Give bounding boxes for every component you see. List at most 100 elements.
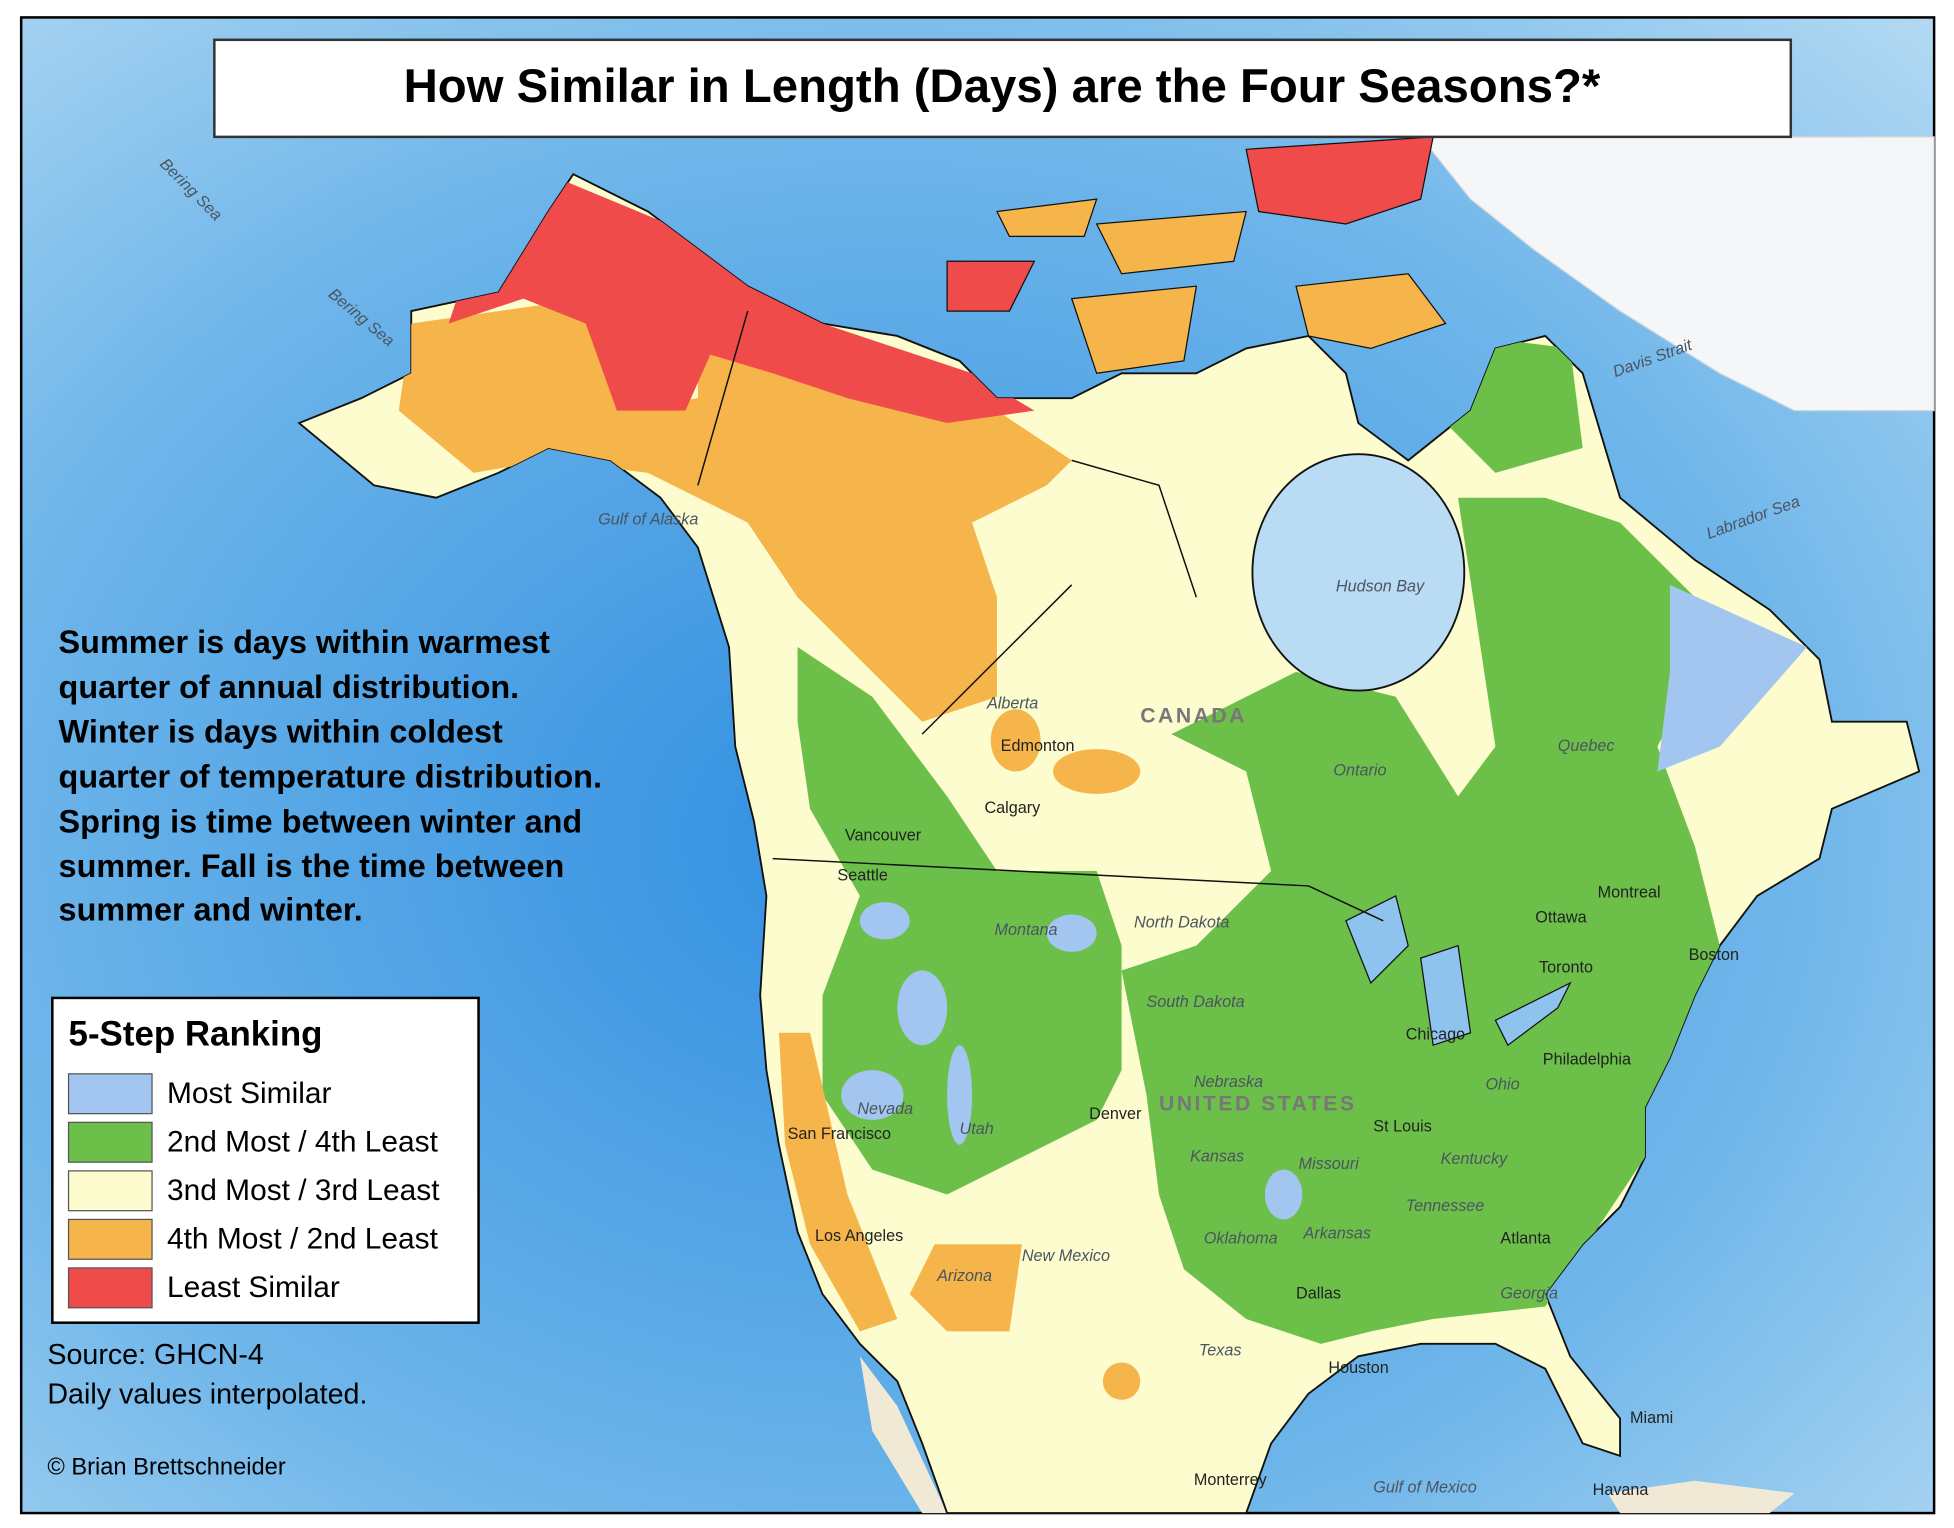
region [990, 709, 1041, 772]
legend-swatch [67, 1267, 153, 1309]
region [859, 902, 910, 940]
region [909, 1244, 1022, 1332]
title-box [213, 38, 1793, 139]
legend-swatch [67, 1170, 153, 1212]
source-line: Source: GHCN-4 [47, 1339, 264, 1371]
map-label: Calgary [984, 799, 1041, 817]
description-line: quarter of annual distribution. [59, 669, 520, 705]
ranking-regions [398, 174, 1807, 1400]
cuba [1607, 1480, 1795, 1514]
map-label: Georgia [1500, 1284, 1558, 1302]
region [947, 1045, 973, 1145]
map-label: San Francisco [788, 1125, 891, 1143]
map-label: Vancouver [845, 826, 922, 844]
credit: © Brian Brettschneider [47, 1455, 285, 1481]
legend-swatch [67, 1121, 153, 1163]
legend: 5-Step Ranking Most Similar 2nd Most / 4t… [51, 996, 480, 1324]
map-label: North Dakota [1134, 914, 1229, 932]
map-label: Dallas [1296, 1284, 1341, 1302]
baja [859, 1356, 948, 1514]
map-label: Texas [1199, 1342, 1242, 1360]
map-label: Gulf of Alaska [598, 510, 698, 528]
map-label: Philadelphia [1543, 1050, 1631, 1068]
map-label: Tennessee [1406, 1197, 1485, 1215]
map-label: Nevada [857, 1100, 913, 1118]
map-label: Quebec [1558, 737, 1615, 755]
map-label: Nebraska [1194, 1073, 1263, 1091]
map-label: Houston [1328, 1359, 1388, 1377]
map-label: Hudson Bay [1336, 578, 1425, 596]
hudson-bay [1251, 453, 1466, 692]
region [1657, 584, 1807, 772]
map-label: Toronto [1539, 958, 1593, 976]
region [797, 647, 1122, 1195]
description: Summer is days within warmest quarter of… [59, 624, 602, 927]
map-label: Ottawa [1535, 909, 1586, 927]
map-label: St Louis [1373, 1118, 1431, 1136]
map-label: CANADA [1140, 704, 1247, 727]
region [1053, 749, 1141, 794]
island [1070, 285, 1198, 374]
legend-label: 4th Most / 2nd Least [167, 1222, 439, 1255]
island [1295, 273, 1447, 350]
description-line: Spring is time between winter and [59, 803, 583, 839]
region [1046, 914, 1097, 952]
map-label: Kansas [1190, 1147, 1244, 1165]
legend-swatch [67, 1218, 153, 1260]
greenland [1419, 136, 1935, 412]
map-label: South Dakota [1147, 993, 1245, 1011]
island [1245, 136, 1434, 225]
map-label: Los Angeles [815, 1227, 903, 1245]
map-label: Seattle [837, 866, 887, 884]
map-label: Kentucky [1441, 1150, 1508, 1168]
description-line: quarter of temperature distribution. [59, 758, 602, 794]
map-label: Ohio [1485, 1075, 1519, 1093]
description-line: summer. Fall is the time between [59, 848, 565, 884]
region [1121, 497, 1720, 1344]
great-lakes [1345, 894, 1572, 1047]
island [996, 198, 1098, 238]
region [1102, 1362, 1141, 1400]
source: Source: GHCN-4 Daily values interpolated… [47, 1339, 367, 1481]
map-label: Ontario [1333, 762, 1386, 780]
map-label: New Mexico [1022, 1247, 1110, 1265]
map-label: Arkansas [1303, 1225, 1371, 1243]
description-line: Winter is days within coldest [59, 714, 503, 750]
legend-label: Most Similar [167, 1077, 332, 1110]
border [697, 310, 1384, 922]
map-label: Monterrey [1194, 1471, 1268, 1489]
legend-swatch [67, 1073, 153, 1115]
region [778, 1032, 898, 1332]
region [448, 174, 1035, 424]
map-label: Montreal [1598, 884, 1661, 902]
map-layer: Bering Sea Bering Sea Gulf of Alaska Hud… [19, 16, 1936, 1515]
map-label: Gulf of Mexico [1373, 1478, 1476, 1496]
region [1264, 1169, 1303, 1220]
map-label: Havana [1593, 1481, 1649, 1499]
map-label: Oklahoma [1204, 1230, 1278, 1248]
map-label: Missouri [1299, 1155, 1360, 1173]
source-line: Daily values interpolated. [47, 1379, 367, 1411]
map-label: Edmonton [1001, 737, 1075, 755]
map-label: UNITED STATES [1159, 1093, 1356, 1116]
description-line: summer and winter. [59, 892, 363, 928]
map-label: Arizona [936, 1267, 992, 1285]
region [897, 970, 948, 1046]
title: How Similar in Length (Days) are the Fou… [404, 60, 1601, 113]
map-label: Utah [960, 1120, 994, 1138]
island [1095, 210, 1248, 275]
legend-title: 5-Step Ranking [69, 1015, 323, 1054]
legend-label: 2nd Most / 4th Least [167, 1125, 439, 1158]
legend-label: Least Similar [167, 1271, 340, 1304]
map-label: Chicago [1406, 1026, 1465, 1044]
map-label: Denver [1089, 1105, 1142, 1123]
legend-label: 3nd Most / 3rd Least [167, 1174, 440, 1207]
map-label: Miami [1630, 1409, 1673, 1427]
description-line: Summer is days within warmest [59, 624, 551, 660]
map-label: Atlanta [1500, 1230, 1550, 1248]
map-label: Boston [1689, 946, 1739, 964]
region [841, 1070, 904, 1120]
map-label: Alberta [986, 695, 1038, 713]
